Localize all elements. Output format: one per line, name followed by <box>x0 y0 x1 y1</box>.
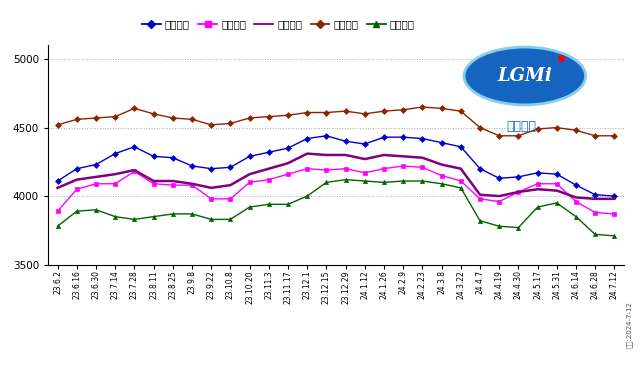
Text: LGMi: LGMi <box>497 67 552 85</box>
Text: 兰格钢铁: 兰格钢铁 <box>507 120 536 133</box>
Ellipse shape <box>464 47 586 105</box>
Legend: 全国板材, 全国型材, 全国综合, 全国管材, 全国长材: 全国板材, 全国型材, 全国综合, 全国管材, 全国长材 <box>138 15 419 34</box>
Text: 来源:2024-7-12: 来源:2024-7-12 <box>626 301 632 348</box>
